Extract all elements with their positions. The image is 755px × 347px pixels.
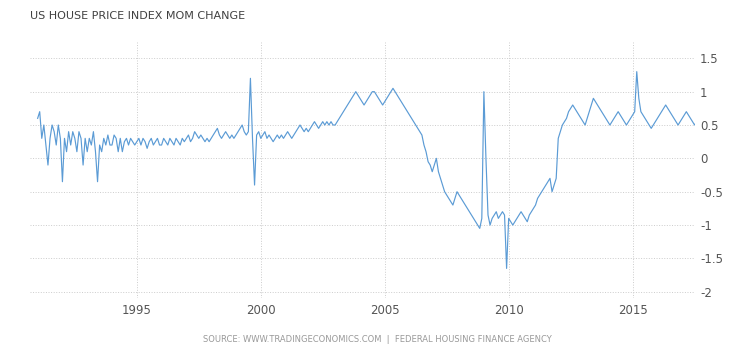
Text: US HOUSE PRICE INDEX MOM CHANGE: US HOUSE PRICE INDEX MOM CHANGE bbox=[30, 11, 245, 21]
Text: SOURCE: WWW.TRADINGECONOMICS.COM  |  FEDERAL HOUSING FINANCE AGENCY: SOURCE: WWW.TRADINGECONOMICS.COM | FEDER… bbox=[203, 335, 552, 344]
